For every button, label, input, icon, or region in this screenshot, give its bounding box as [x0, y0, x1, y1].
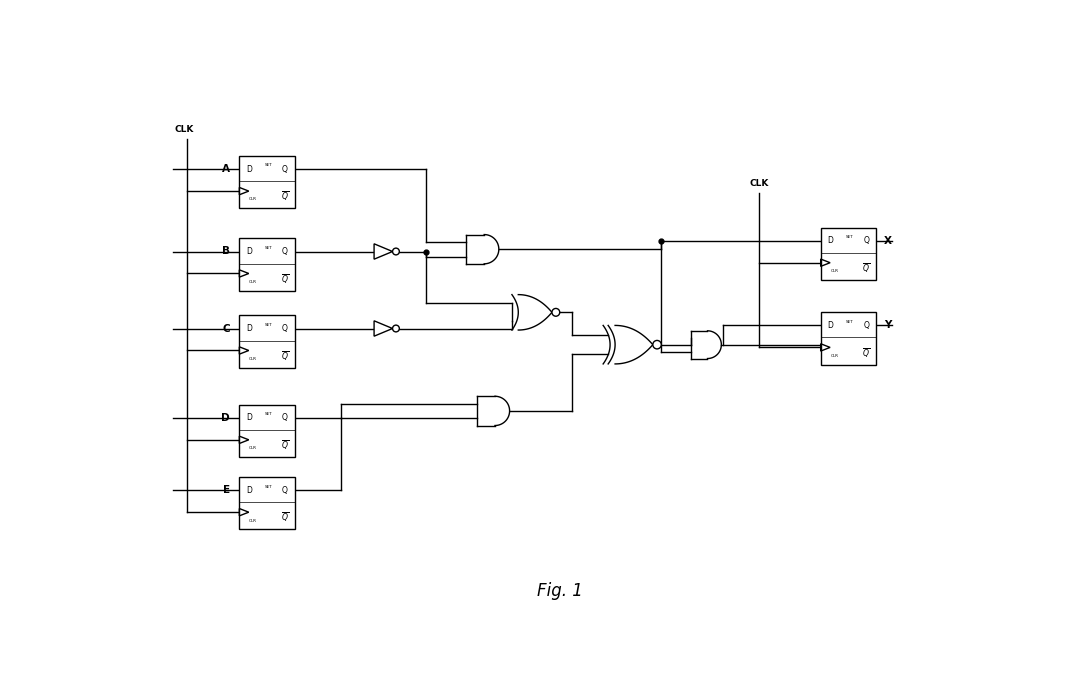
Text: C: C	[223, 323, 230, 333]
Text: $\overline{Q}$: $\overline{Q}$	[281, 512, 288, 524]
Text: CLR: CLR	[249, 357, 258, 361]
Bar	[821, 312, 876, 365]
Text: X: X	[883, 236, 892, 246]
Text: Q: Q	[282, 324, 287, 333]
Bar	[239, 156, 295, 208]
Circle shape	[392, 325, 400, 332]
Text: SET: SET	[264, 323, 272, 327]
Text: Q: Q	[282, 486, 287, 495]
Text: E: E	[223, 485, 230, 495]
Text: B: B	[222, 247, 230, 256]
Text: D: D	[828, 321, 833, 330]
Text: Y: Y	[883, 321, 891, 330]
Text: $\overline{Q}$: $\overline{Q}$	[281, 350, 288, 362]
Text: $\overline{Q}$: $\overline{Q}$	[281, 439, 288, 452]
Text: CLR: CLR	[249, 280, 258, 284]
Text: Q: Q	[863, 236, 869, 245]
Text: D: D	[247, 164, 252, 174]
Circle shape	[653, 340, 662, 349]
Text: D: D	[247, 413, 252, 422]
Text: SET: SET	[264, 163, 272, 167]
Text: D: D	[247, 324, 252, 333]
Text: D: D	[247, 486, 252, 495]
Text: D: D	[247, 247, 252, 256]
Text: $\overline{Q}$: $\overline{Q}$	[863, 346, 870, 360]
Bar	[239, 477, 295, 530]
Text: CLR: CLR	[249, 519, 258, 523]
Text: CLR: CLR	[831, 354, 839, 358]
Text: CLR: CLR	[831, 269, 839, 273]
Text: SET: SET	[264, 412, 272, 416]
Bar	[239, 405, 295, 457]
Text: D: D	[828, 236, 833, 245]
Text: $\overline{Q}$: $\overline{Q}$	[281, 273, 288, 286]
Text: Q: Q	[282, 247, 287, 256]
Text: SET: SET	[264, 246, 272, 250]
Text: SET: SET	[845, 235, 853, 239]
Text: SET: SET	[845, 320, 853, 323]
Text: CLR: CLR	[249, 446, 258, 450]
Text: Q: Q	[863, 321, 869, 330]
Bar	[239, 238, 295, 291]
Text: $\overline{Q}$: $\overline{Q}$	[281, 190, 288, 204]
Text: CLK: CLK	[749, 179, 769, 188]
Text: CLK: CLK	[175, 125, 193, 135]
Text: $\overline{Q}$: $\overline{Q}$	[863, 262, 870, 275]
Text: SET: SET	[264, 484, 272, 489]
Text: A: A	[222, 164, 230, 174]
Bar	[821, 228, 876, 280]
Text: D: D	[222, 413, 230, 423]
Bar	[239, 316, 295, 368]
Circle shape	[551, 309, 560, 316]
Circle shape	[392, 248, 400, 255]
Text: Q: Q	[282, 164, 287, 174]
Text: CLR: CLR	[249, 197, 258, 201]
Polygon shape	[375, 321, 392, 336]
Text: Fig. 1: Fig. 1	[536, 582, 583, 600]
Polygon shape	[375, 244, 392, 259]
Text: Q: Q	[282, 413, 287, 422]
